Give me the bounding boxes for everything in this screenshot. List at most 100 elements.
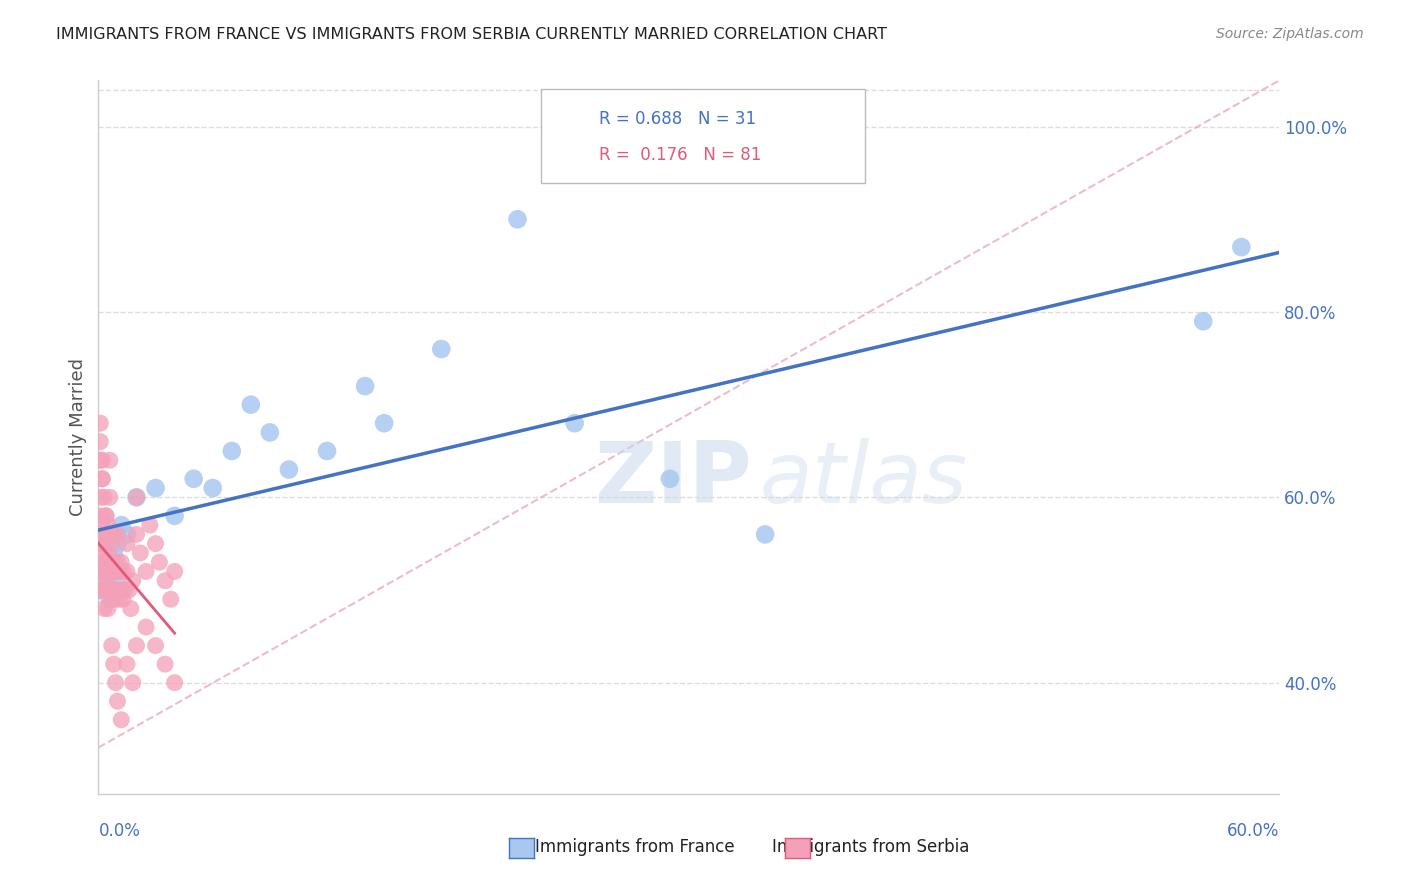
Text: 60.0%: 60.0% xyxy=(1227,822,1279,840)
Point xyxy=(98,527,121,541)
Point xyxy=(159,592,181,607)
Point xyxy=(98,555,121,569)
Text: Source: ZipAtlas.com: Source: ZipAtlas.com xyxy=(1216,27,1364,41)
Point xyxy=(115,527,138,541)
Point xyxy=(316,444,339,458)
Point xyxy=(108,592,131,607)
Point xyxy=(97,574,120,588)
Point xyxy=(98,582,121,597)
Point xyxy=(145,536,167,550)
Point xyxy=(110,518,132,533)
Point xyxy=(97,582,120,597)
Point xyxy=(103,582,125,597)
Point xyxy=(104,675,127,690)
Point xyxy=(89,434,111,449)
Point xyxy=(125,639,148,653)
Point xyxy=(163,508,186,523)
Point xyxy=(97,546,120,560)
Point xyxy=(107,555,129,569)
Point xyxy=(125,491,148,505)
Point xyxy=(153,574,176,588)
Point xyxy=(94,508,117,523)
Point xyxy=(89,508,111,523)
Point xyxy=(91,582,114,597)
Point xyxy=(89,416,111,430)
Point xyxy=(89,491,111,505)
Point xyxy=(259,425,281,440)
Y-axis label: Currently Married: Currently Married xyxy=(69,358,87,516)
Point xyxy=(104,574,127,588)
Point xyxy=(114,582,136,597)
Point xyxy=(221,444,243,458)
Point xyxy=(129,546,152,560)
Point xyxy=(107,582,129,597)
Point xyxy=(104,565,127,579)
Point xyxy=(98,453,121,467)
Text: Immigrants from Serbia: Immigrants from Serbia xyxy=(772,838,969,856)
Point xyxy=(145,639,167,653)
Text: R =  0.176   N = 81: R = 0.176 N = 81 xyxy=(599,145,761,163)
Point xyxy=(93,582,115,597)
Point xyxy=(107,527,129,541)
Text: ZIP: ZIP xyxy=(595,438,752,522)
Point xyxy=(91,472,114,486)
Text: atlas: atlas xyxy=(759,438,967,522)
Point xyxy=(94,536,117,550)
Point xyxy=(163,675,186,690)
Point xyxy=(107,694,129,708)
Point xyxy=(564,416,586,430)
Point xyxy=(135,620,157,634)
Point xyxy=(239,398,262,412)
Point xyxy=(201,481,224,495)
Point xyxy=(103,657,125,672)
Point xyxy=(506,212,529,227)
Point xyxy=(658,472,681,486)
Point xyxy=(93,574,115,588)
Point xyxy=(121,574,143,588)
Point xyxy=(91,518,114,533)
Point xyxy=(89,565,111,579)
Point xyxy=(115,565,138,579)
Point xyxy=(97,601,120,615)
Point xyxy=(183,472,205,486)
Point xyxy=(98,491,121,505)
Point xyxy=(93,491,115,505)
Point xyxy=(100,565,122,579)
Point xyxy=(110,582,132,597)
Point xyxy=(115,657,138,672)
Point xyxy=(91,565,114,579)
Text: 0.0%: 0.0% xyxy=(98,822,141,840)
Point xyxy=(120,601,142,615)
Text: R = 0.688   N = 31: R = 0.688 N = 31 xyxy=(599,110,756,128)
Point xyxy=(89,582,111,597)
Point xyxy=(118,582,141,597)
Point xyxy=(112,565,135,579)
Point xyxy=(89,546,111,560)
Point xyxy=(373,416,395,430)
Point xyxy=(107,536,129,550)
Point xyxy=(115,536,138,550)
Point xyxy=(145,481,167,495)
Point xyxy=(91,453,114,467)
Point xyxy=(148,555,170,569)
Point xyxy=(277,462,299,476)
Point xyxy=(135,565,157,579)
Point xyxy=(430,342,453,356)
Text: Immigrants from France: Immigrants from France xyxy=(536,838,735,856)
Point xyxy=(91,536,114,550)
Point xyxy=(125,491,148,505)
Point xyxy=(103,546,125,560)
Point xyxy=(110,713,132,727)
Point xyxy=(89,453,111,467)
Point xyxy=(112,592,135,607)
Point xyxy=(100,639,122,653)
Point xyxy=(94,582,117,597)
Point xyxy=(100,536,122,550)
Point xyxy=(103,527,125,541)
Point xyxy=(94,508,117,523)
Point xyxy=(121,675,143,690)
Point xyxy=(91,472,114,486)
Point xyxy=(163,565,186,579)
Point xyxy=(100,592,122,607)
Point xyxy=(108,565,131,579)
